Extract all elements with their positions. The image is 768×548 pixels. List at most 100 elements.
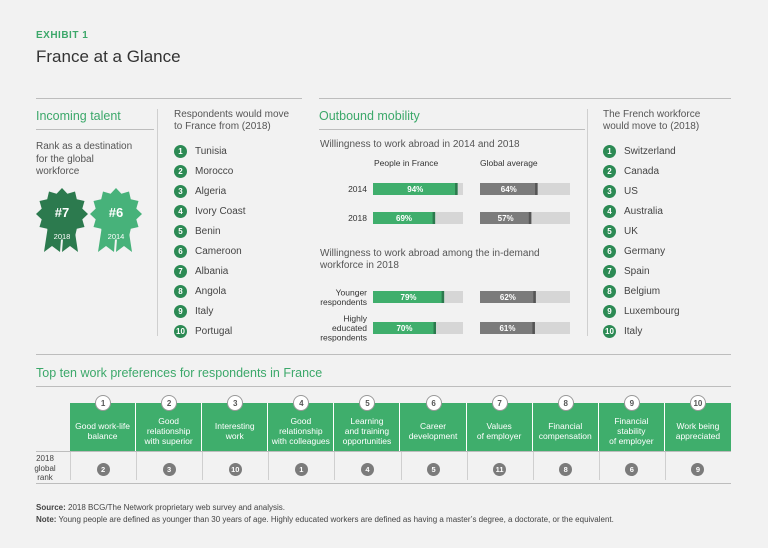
rule-right <box>319 98 731 99</box>
preference-label: Values of employer <box>467 403 533 451</box>
outbound-sub2-line: workforce in 2018 <box>320 260 399 271</box>
preference-number: 8 <box>557 395 574 411</box>
french-item: 5 UK <box>603 221 680 241</box>
bar-category-label: Highly <box>343 314 367 324</box>
bar-category-label: Younger <box>336 287 368 297</box>
badge-year-2014: 2014 <box>108 232 125 241</box>
respondents-item: 1 Tunisia <box>174 141 246 161</box>
rank-number: 9 <box>174 304 187 318</box>
rank-label-line: Rank as a destination <box>36 141 133 152</box>
french-country: Luxembourg <box>624 305 680 317</box>
bar-global <box>480 183 538 195</box>
french-item: 7 Spain <box>603 261 680 281</box>
prefs-bottom-rule <box>36 483 731 484</box>
bar-value-label: 70% <box>396 324 412 333</box>
preference-number: 6 <box>425 395 442 411</box>
bar-value-label: 61% <box>499 324 515 333</box>
bar-category-label: 2014 <box>348 184 367 194</box>
rank-number: 6 <box>603 244 616 258</box>
prefs-band <box>70 403 731 451</box>
rank-number: 6 <box>174 244 187 258</box>
rank-number: 7 <box>603 264 616 278</box>
global-rank-circle: 4 <box>360 463 374 476</box>
bar-global <box>480 212 532 224</box>
respondents-country: Algeria <box>195 185 227 197</box>
global-rank-circle: 6 <box>625 463 639 476</box>
respondents-item: 7 Albania <box>174 261 246 281</box>
rank-divider <box>202 452 204 480</box>
bar-france <box>373 212 436 224</box>
col-global: Global average <box>480 158 538 168</box>
preference-label: Good work-life balance <box>70 403 137 451</box>
bar-end-cap <box>533 291 536 303</box>
french-item: 9 Luxembourg <box>603 301 680 321</box>
preference-label: Interesting work <box>202 403 269 451</box>
bar-france <box>373 291 445 303</box>
preference-number: 4 <box>293 395 310 411</box>
preference-label: Learning and training opportunities <box>334 403 401 451</box>
bar-category-label: 2018 <box>348 213 367 223</box>
rank-number: 7 <box>174 264 187 278</box>
rank-divider <box>664 452 666 480</box>
french-country: Italy <box>624 325 643 337</box>
rank-number: 3 <box>603 184 616 198</box>
rank-number: 8 <box>603 284 616 298</box>
french-country: Germany <box>624 245 666 257</box>
bar-value-label: 62% <box>500 293 516 302</box>
col-people: People in France <box>374 158 439 168</box>
preference-number: 9 <box>623 395 640 411</box>
outbound-heading: Outbound mobility <box>319 109 420 123</box>
french-item: 1 Switzerland <box>603 141 680 161</box>
rank-number: 2 <box>174 164 187 178</box>
outbound-sub2: Willingness to work abroad among the in-… <box>320 248 540 272</box>
global-rank-circle: 9 <box>691 463 705 476</box>
bar-end-cap <box>433 322 436 334</box>
global-rank-label-line: global <box>34 463 56 473</box>
french-item: 2 Canada <box>603 161 680 181</box>
source-line: Source: 2018 BCG/The Network proprietary… <box>36 503 285 512</box>
rank-number: 3 <box>174 184 187 198</box>
bar-end-cap <box>528 212 532 224</box>
rank-number: 5 <box>603 224 616 238</box>
rank-divider <box>400 452 402 480</box>
bar-category-label: educated <box>332 323 367 333</box>
rank-divider <box>532 452 534 480</box>
exhibit-label: EXHIBIT 1 <box>36 30 89 41</box>
respondents-heading-line: to France from (2018) <box>174 121 271 132</box>
rule-prefs <box>36 354 731 355</box>
french-country: Switzerland <box>624 145 676 157</box>
french-item: 3 US <box>603 181 680 201</box>
rank-divider <box>136 452 138 480</box>
french-heading-line: would move to (2018) <box>603 121 700 132</box>
french-item: 6 Germany <box>603 241 680 261</box>
rank-number: 8 <box>174 284 187 298</box>
preference-label: Financial stability of employer <box>599 403 665 451</box>
global-rank-circle: 8 <box>559 463 573 476</box>
bar-global <box>480 322 535 334</box>
preference-number: 1 <box>95 395 112 411</box>
source-label: Source: <box>36 503 66 512</box>
respondents-item: 6 Cameroon <box>174 241 246 261</box>
outbound-sub1: Willingness to work abroad in 2014 and 2… <box>320 139 520 150</box>
rank-divider <box>466 452 468 480</box>
bar-global <box>480 291 536 303</box>
badge-rank-2014: #6 <box>109 205 123 220</box>
french-item: 4 Australia <box>603 201 680 221</box>
respondents-country: Cameroon <box>195 245 242 257</box>
preference-number: 2 <box>161 395 178 411</box>
global-rank-label-line: rank <box>37 473 53 482</box>
french-list: 1 Switzerland 2 Canada 3 US 4 Australia 5 UK 6 Germ… <box>603 141 680 341</box>
bar-category-label: respondents <box>320 297 367 307</box>
bar-value-label: 64% <box>501 185 517 194</box>
respondents-country: Morocco <box>195 165 234 177</box>
bar-france <box>373 322 436 334</box>
preference-number: 10 <box>689 395 706 411</box>
global-rank-circle: 11 <box>493 463 507 476</box>
source-text: 2018 BCG/The Network proprietary web sur… <box>68 503 286 512</box>
rank-number: 5 <box>174 224 187 238</box>
rank-number: 1 <box>603 144 616 158</box>
rank-number: 4 <box>174 204 187 218</box>
divider-1 <box>157 109 158 336</box>
preference-label: Financial compensation <box>533 403 599 451</box>
